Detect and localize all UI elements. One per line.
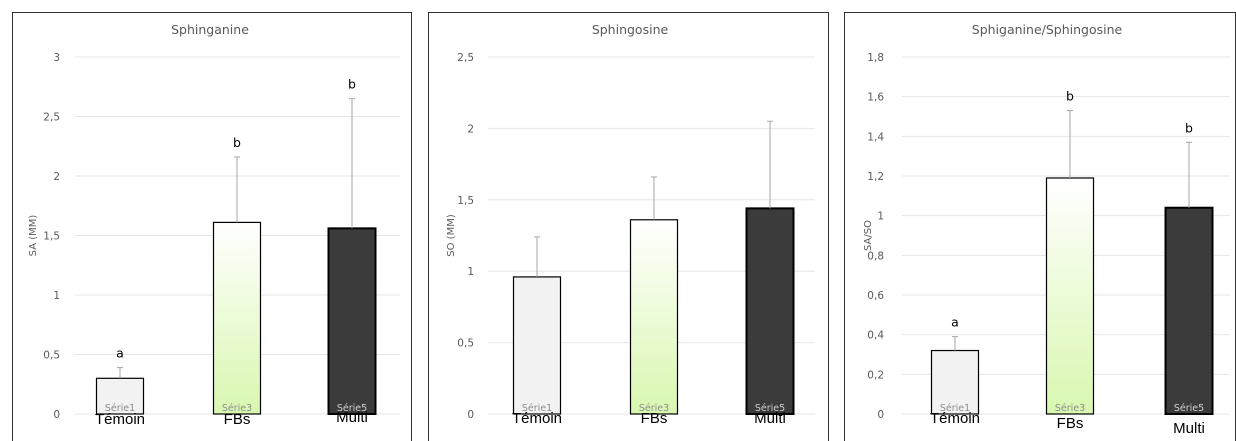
series-label: Série5 <box>1174 403 1204 414</box>
significance-letter: b <box>1066 89 1074 104</box>
significance-letter: a <box>951 315 959 330</box>
series-label: Série3 <box>222 403 252 414</box>
y-axis-label: SO (MM) <box>446 214 457 257</box>
panel-frame <box>12 12 412 441</box>
y-tick-label: 1 <box>53 290 60 302</box>
category-label: Témoin <box>930 410 980 427</box>
y-tick-label: 1 <box>467 266 474 278</box>
chart-panel-1: Sphinganine SA (MM) 0 0,5 1 1,5 2 2,5 3 a Série1Té… <box>12 12 412 441</box>
series-label: Série5 <box>337 403 367 414</box>
bar <box>327 227 377 415</box>
chart-panel-2: Sphingosine SO (MM) 0 0,5 1 1,5 2 2,5 Série1Témo… <box>428 12 829 441</box>
category-label: Témoin <box>512 410 562 427</box>
y-tick-label: 1,5 <box>43 231 60 243</box>
category-label: Témoin <box>95 411 145 428</box>
chart-panel-3: Sphiganine/Sphingosine SA/SO 0 0,2 0,4 0,6 0,8… <box>844 12 1236 441</box>
category-label: Multi <box>336 409 368 426</box>
significance-letter: b <box>1185 120 1193 135</box>
significance-letter: a <box>116 346 124 361</box>
category-label: Multi <box>754 410 786 427</box>
panel-frame <box>428 12 829 441</box>
y-tick-label: 1,2 <box>867 171 884 183</box>
series-label: Série1 <box>940 403 970 414</box>
y-tick-label: 1,5 <box>457 195 474 207</box>
y-tick-label: 0 <box>877 409 884 421</box>
bar <box>629 219 679 415</box>
bar <box>1164 206 1214 415</box>
y-tick-label: 2 <box>53 171 60 183</box>
category-label: FBs <box>1057 415 1084 432</box>
y-tick-label: 1,8 <box>867 52 884 64</box>
y-tick-label: 0 <box>467 409 474 421</box>
chart-title: Sphinganine <box>171 22 249 37</box>
y-tick-label: 2 <box>467 123 474 135</box>
bar <box>745 207 795 415</box>
y-tick-label: 0,4 <box>867 330 884 342</box>
y-tick-label: 1,6 <box>867 92 884 104</box>
y-tick-label: 0,8 <box>867 250 884 262</box>
bar <box>212 221 262 415</box>
bar <box>512 276 562 415</box>
y-tick-label: 2,5 <box>457 52 474 64</box>
y-tick-label: 0,5 <box>457 338 474 350</box>
series-label: Série1 <box>105 403 135 414</box>
series-label: Série3 <box>639 403 669 414</box>
y-tick-label: 0,6 <box>867 290 884 302</box>
chart-title: Sphiganine/Sphingosine <box>972 22 1123 37</box>
y-tick-label: 0 <box>53 409 60 421</box>
category-label: FBs <box>224 411 251 428</box>
chart-title: Sphingosine <box>592 22 669 37</box>
y-axis-label: SA/SO <box>863 220 874 251</box>
bar <box>95 377 145 415</box>
category-label: FBs <box>641 410 668 427</box>
y-tick-label: 3 <box>53 52 60 64</box>
bar <box>930 349 980 415</box>
y-tick-label: 0,2 <box>867 369 884 381</box>
y-axis-label: SA (MM) <box>28 215 39 257</box>
y-tick-label: 0,5 <box>43 350 60 362</box>
y-tick-label: 1 <box>877 211 884 223</box>
series-label: Série3 <box>1055 403 1085 414</box>
series-label: Série1 <box>522 403 552 414</box>
series-label: Série5 <box>755 403 785 414</box>
bar <box>1045 177 1095 415</box>
significance-letter: b <box>348 77 356 92</box>
significance-letter: b <box>233 135 241 150</box>
y-tick-label: 2,5 <box>43 112 60 124</box>
y-tick-label: 1,4 <box>867 131 884 143</box>
category-label: Multi <box>1173 420 1205 437</box>
